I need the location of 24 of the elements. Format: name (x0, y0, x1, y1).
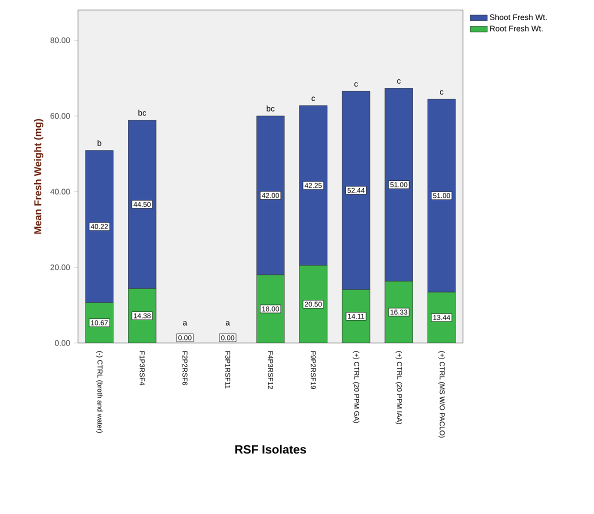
annotation: c (440, 90, 444, 95)
annotation: bc (266, 106, 275, 112)
annotation: a (226, 321, 230, 326)
annotation: c (354, 82, 358, 87)
annotation: c (397, 79, 401, 84)
annotation: a (183, 321, 188, 326)
y-tick-label: 80.00 (50, 37, 70, 44)
legend-label: Shoot Fresh Wt. (490, 14, 547, 20)
y-tick-label: 40.00 (50, 188, 70, 194)
annotation: c (312, 96, 316, 102)
bar (342, 289, 370, 343)
bar (428, 292, 456, 343)
y-axis-title: Mean Fresh Weight (mg) (34, 119, 44, 234)
bar (299, 265, 328, 343)
y-tick-label: 0.00 (54, 340, 70, 346)
annotation: bc (138, 110, 146, 116)
bar (256, 274, 285, 343)
y-tick-label: 60.00 (50, 113, 70, 119)
y-tick-label: 20.00 (50, 264, 70, 270)
annotation: b (98, 140, 102, 146)
legend-label: Root Fresh Wt. (490, 25, 543, 32)
bar (384, 281, 413, 343)
x-axis-title: RSF Isolates (235, 444, 306, 454)
bar (128, 288, 156, 343)
